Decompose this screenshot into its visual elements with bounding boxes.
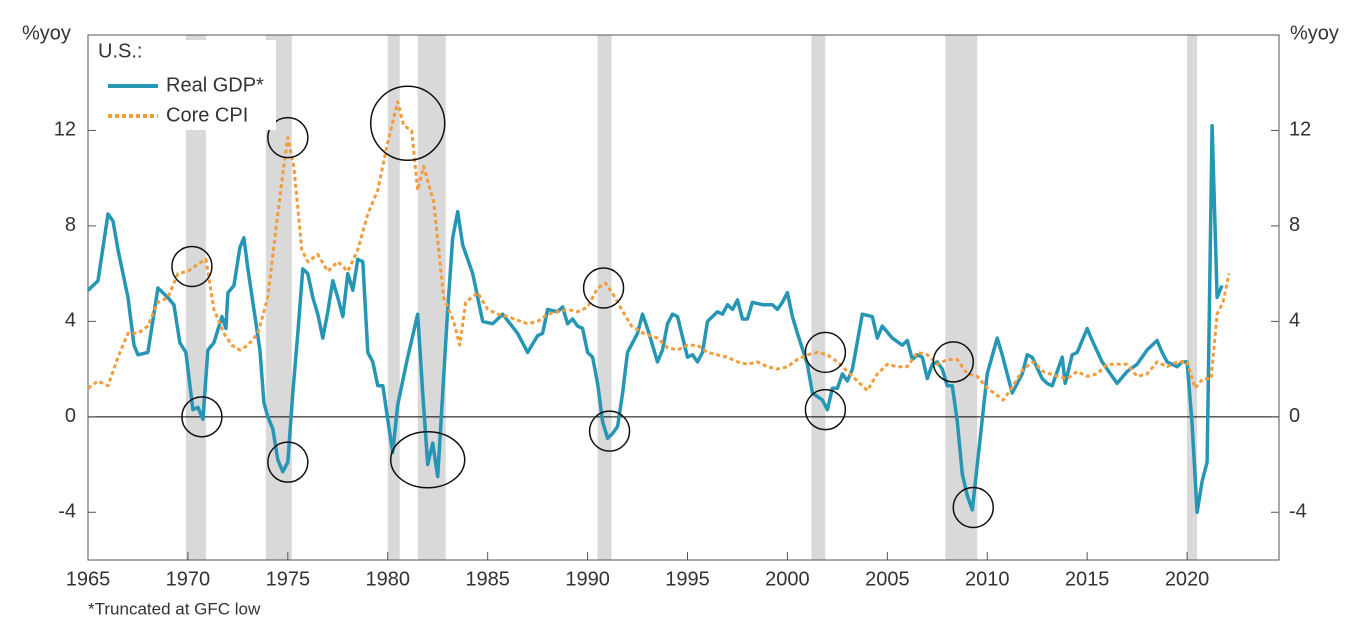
y-tick-label: 12: [54, 119, 76, 141]
x-tick-label: 2005: [865, 568, 910, 590]
x-tick-label: 2000: [765, 568, 810, 590]
y2-axis-label: %yoy: [1290, 22, 1339, 44]
highlight-circle: [588, 410, 631, 452]
legend-title: U.S.:: [98, 40, 142, 62]
y-tick-label: 8: [65, 214, 76, 236]
y2-tick-label: 0: [1289, 405, 1300, 427]
highlight-circle: [804, 331, 847, 374]
x-tick-label: 2010: [965, 568, 1010, 590]
x-tick-label: 2015: [1065, 568, 1110, 590]
footnote: *Truncated at GFC low: [88, 599, 261, 618]
y-tick-label: 4: [65, 310, 76, 332]
highlight-circle: [181, 396, 223, 438]
y2-tick-label: 8: [1289, 214, 1300, 236]
legend-label: Real GDP*: [166, 74, 264, 96]
recession-band: [597, 35, 612, 560]
highlight-circle: [582, 267, 625, 309]
recession-band: [1187, 35, 1198, 560]
highlight-circle: [389, 431, 466, 489]
recession-band: [945, 35, 978, 560]
highlight-circle: [267, 116, 309, 159]
y2-tick-label: 4: [1289, 310, 1300, 332]
x-tick-label: 1990: [565, 568, 610, 590]
series-line: [86, 123, 1224, 515]
highlight-circle: [171, 245, 213, 288]
x-tick-label: 1995: [665, 568, 710, 590]
x-tick-label: 1985: [465, 568, 510, 590]
highlight-circle: [952, 486, 995, 529]
recession-band: [185, 35, 206, 560]
x-tick-label: 1975: [266, 568, 311, 590]
y2-tick-label: -4: [1289, 501, 1307, 523]
x-tick-label: 2020: [1165, 568, 1210, 590]
highlight-circle: [267, 441, 309, 483]
series-line: [87, 100, 1231, 402]
recession-band: [417, 35, 446, 560]
y-tick-label: 0: [65, 405, 76, 427]
highlight-circle: [932, 341, 975, 383]
plot-frame: [87, 34, 1280, 561]
x-tick-label: 1980: [365, 568, 410, 590]
y-axis-label: %yoy: [22, 22, 71, 44]
y-tick-label: -4: [58, 501, 76, 523]
x-tick-label: 1970: [166, 568, 211, 590]
recession-band: [387, 35, 400, 560]
x-tick-label: 1965: [66, 568, 111, 590]
recession-band: [811, 35, 826, 560]
highlight-circle: [804, 388, 847, 431]
highlight-circle: [369, 85, 446, 162]
y2-tick-label: 12: [1289, 119, 1311, 141]
legend-label: Core CPI: [166, 104, 248, 126]
